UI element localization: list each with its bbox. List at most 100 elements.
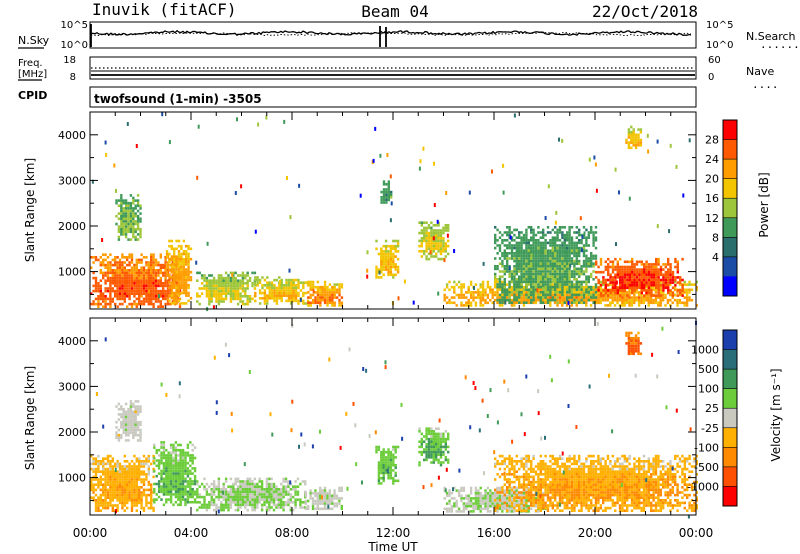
heatmap-cell <box>173 250 176 253</box>
heatmap-cell <box>532 291 535 294</box>
heatmap-cell <box>640 273 643 277</box>
heatmap-cell <box>142 256 146 259</box>
heatmap-cell <box>220 295 223 298</box>
heatmap-cell <box>469 280 473 284</box>
heatmap-cell <box>460 288 463 292</box>
heatmap-cell <box>530 239 533 242</box>
heatmap-cell <box>556 283 559 286</box>
heatmap-cell <box>179 477 182 481</box>
heatmap-cell <box>592 231 595 234</box>
heatmap-cell <box>263 503 266 507</box>
heatmap-cell <box>585 236 588 239</box>
heatmap-cell <box>652 285 655 289</box>
heatmap-cell <box>554 267 557 271</box>
heatmap-cell <box>650 273 653 277</box>
heatmap-cell <box>290 294 293 297</box>
heatmap-cell <box>155 451 158 455</box>
heatmap-cell <box>309 304 312 307</box>
heatmap-cell <box>114 488 117 492</box>
heatmap-cell <box>442 247 445 250</box>
heatmap-cell <box>382 201 386 204</box>
heatmap-cell <box>506 233 509 237</box>
heatmap-cell <box>558 293 562 297</box>
heatmap-cell <box>275 302 279 305</box>
heatmap-cell <box>469 301 473 305</box>
heatmap-cell <box>179 454 182 457</box>
heatmap-cell <box>116 460 119 463</box>
heatmap-cell <box>496 291 499 294</box>
heatmap-cell <box>515 249 518 252</box>
heatmap-cell <box>118 271 122 275</box>
heatmap-cell <box>170 257 173 261</box>
heatmap-cell <box>302 284 305 287</box>
heatmap-cell <box>136 225 140 228</box>
heatmap-cell <box>130 287 134 290</box>
heatmap-cell <box>626 265 629 269</box>
heatmap-cell <box>578 252 581 255</box>
heatmap-cell <box>157 271 160 275</box>
heatmap-cell <box>104 305 107 308</box>
heatmap-cell <box>316 298 320 302</box>
heatmap-cell <box>602 278 605 282</box>
heatmap-cell <box>522 239 526 242</box>
heatmap-cell <box>185 302 188 305</box>
heatmap-cell <box>566 296 569 299</box>
heatmap-cell <box>153 482 156 486</box>
heatmap-cell <box>621 273 624 277</box>
heatmap-cell <box>546 231 550 234</box>
heatmap-cell <box>518 301 521 304</box>
heatmap-cell <box>685 293 689 297</box>
heatmap-cell <box>667 257 670 261</box>
heatmap-cell <box>97 480 100 484</box>
heatmap-cell <box>170 239 173 243</box>
heatmap-cell <box>129 407 133 411</box>
heatmap-cell <box>592 265 595 268</box>
heatmap-cell <box>186 469 190 473</box>
heatmap-cell <box>513 252 516 255</box>
heatmap-cell <box>556 239 559 242</box>
heatmap-cell <box>542 265 545 268</box>
heatmap-cell <box>518 296 521 299</box>
heatmap-cell <box>643 263 646 266</box>
heatmap-cell <box>136 227 140 231</box>
heatmap-cell <box>136 217 140 221</box>
heatmap-cell <box>160 490 163 494</box>
heatmap-cell <box>169 480 173 483</box>
heatmap-cell <box>302 302 305 305</box>
heatmap-cell <box>637 138 640 142</box>
heatmap-cell <box>251 480 254 483</box>
heatmap-cell <box>94 473 98 476</box>
heatmap-cell <box>611 260 615 264</box>
heatmap-cell <box>258 501 261 504</box>
heatmap-cell <box>625 296 629 299</box>
heatmap-cell <box>152 509 155 512</box>
heatmap-cell <box>537 241 540 245</box>
heatmap-cell <box>187 268 190 271</box>
heatmap-cell <box>515 228 518 232</box>
heatmap-cell <box>248 300 252 303</box>
heatmap-cell <box>546 262 550 265</box>
heatmap-cell <box>501 241 504 245</box>
heatmap-cell <box>136 407 140 411</box>
heatmap-cell <box>210 300 213 303</box>
heatmap-cell <box>159 269 162 272</box>
heatmap-cell <box>640 270 643 274</box>
heatmap-cell <box>165 461 168 465</box>
heatmap-cell <box>99 284 102 288</box>
heatmap-cell <box>191 493 194 496</box>
noise-right-legend-marker: ....... <box>760 38 800 51</box>
heatmap-cell <box>133 501 136 505</box>
heatmap-cell <box>229 284 233 288</box>
heatmap-cell <box>256 278 259 282</box>
heatmap-cell <box>439 239 443 243</box>
heatmap-cell <box>290 278 293 282</box>
heatmap-cell <box>450 296 454 299</box>
heatmap-cell <box>187 257 190 261</box>
heatmap-cell <box>129 204 133 208</box>
heatmap-cell <box>510 272 514 276</box>
heatmap-cell <box>109 454 112 458</box>
heatmap-cell <box>537 285 540 289</box>
heatmap-cell <box>236 493 240 496</box>
heatmap-cell <box>503 272 506 276</box>
